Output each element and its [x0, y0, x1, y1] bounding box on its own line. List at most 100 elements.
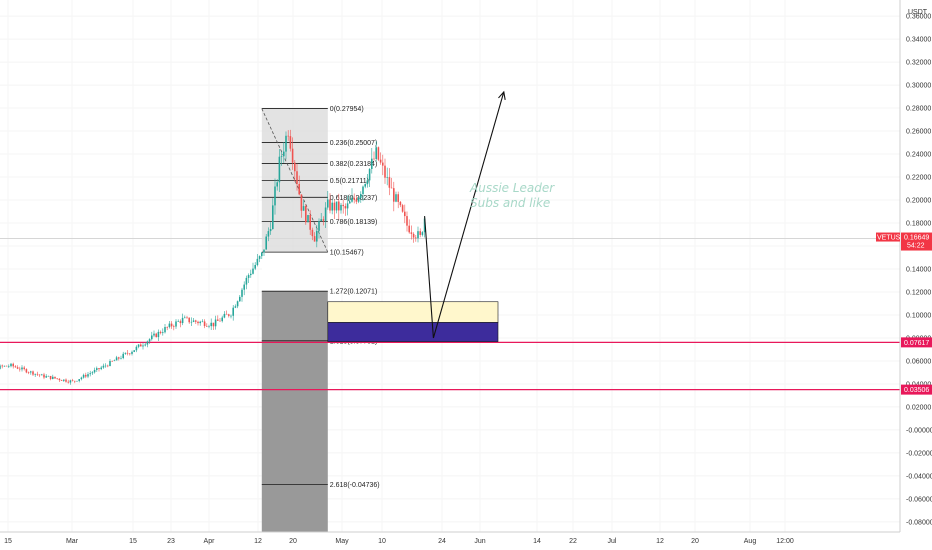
candle-body — [124, 352, 127, 354]
candle-body — [331, 202, 333, 211]
candle-body — [340, 204, 342, 211]
candle-body — [241, 289, 243, 297]
x-tick-label: 22 — [569, 538, 577, 545]
zone-upper[interactable] — [327, 301, 499, 323]
candle-body — [151, 335, 153, 340]
projection-arrowhead[interactable] — [498, 90, 506, 100]
candle-body — [120, 358, 122, 359]
candle-body — [170, 323, 173, 327]
candle-body — [36, 373, 39, 375]
candle-body — [181, 317, 184, 324]
candle-body — [153, 333, 155, 336]
candle-body — [305, 206, 307, 223]
candle-body — [155, 333, 157, 338]
candle-body — [179, 321, 182, 324]
candle-body — [412, 233, 415, 238]
candle-body — [102, 365, 105, 368]
last-price-value: 0.16649 — [904, 235, 929, 242]
candle-body — [111, 361, 113, 362]
candle-body — [322, 219, 325, 221]
candle-body — [188, 317, 190, 323]
projection-arrow[interactable] — [424, 90, 506, 339]
candle-body — [52, 376, 54, 379]
candle-body — [261, 252, 263, 257]
candle-body — [201, 321, 204, 323]
candle-body — [162, 332, 164, 334]
zones[interactable] — [327, 301, 499, 342]
candle-body — [34, 373, 36, 375]
candle-body — [65, 379, 67, 382]
y-tick-label: 0.26000 — [906, 129, 931, 136]
y-tick-label: 0.30000 — [906, 83, 931, 90]
currency-label[interactable]: USDT — [908, 9, 928, 16]
candle-body — [203, 321, 206, 327]
candle-body — [85, 374, 87, 377]
candle-body — [12, 363, 14, 367]
candle-body — [217, 319, 219, 321]
symbol-tag-label: VETUSDT — [877, 235, 910, 242]
candle-body — [43, 374, 45, 378]
candle-body — [410, 232, 413, 234]
candle-body — [318, 220, 320, 231]
y-tick-label: 0.12000 — [906, 289, 931, 296]
x-tick-label: 12 — [656, 538, 664, 545]
x-tick-label: Apr — [204, 538, 216, 545]
candle-body — [232, 307, 234, 316]
candle-body — [71, 380, 74, 382]
candle-body — [177, 321, 179, 322]
y-tick-label: 0.14000 — [906, 266, 931, 273]
candle-body — [368, 168, 371, 181]
candle-body — [78, 379, 80, 381]
y-tick-label: 0.34000 — [906, 37, 931, 44]
candle-body — [54, 376, 56, 379]
candle-body — [14, 366, 17, 368]
fib-level-label: 0.382(0.23184) — [330, 161, 377, 168]
x-tick-label: 15 — [4, 538, 12, 545]
candle-body — [210, 322, 212, 327]
candle-body — [113, 360, 116, 362]
zone-lower[interactable] — [327, 322, 499, 342]
time-axis[interactable]: 15 Mar 15 23 Apr 12 20 May 10 24 Jun 14 22 Jul 12 20 Aug… — [0, 531, 900, 545]
candle-body — [344, 206, 347, 209]
price-tag-label: 0.03506 — [904, 387, 929, 394]
candle-body — [382, 162, 384, 166]
x-tick-label: 24 — [438, 538, 446, 545]
fib-level-label: 0.5(0.21711) — [330, 178, 369, 185]
fib-zone-gap — [261, 252, 328, 292]
y-tick-label: 0.06000 — [906, 358, 931, 365]
y-tick-label: -0.00000 — [906, 427, 932, 434]
symbol-tag — [876, 232, 900, 242]
candle-body — [342, 204, 344, 207]
projection-path[interactable] — [424, 91, 505, 339]
price-tag — [901, 384, 932, 395]
candle-body — [333, 202, 336, 211]
candle-body — [80, 377, 83, 380]
candle-body — [133, 350, 135, 352]
candle-body — [41, 374, 43, 376]
y-tick-label: 0.20000 — [906, 198, 931, 205]
candle-body — [351, 197, 353, 202]
horizontal-lines[interactable] — [0, 341, 900, 391]
candle-body — [357, 197, 360, 202]
candle-body — [63, 379, 65, 381]
candle-body — [67, 381, 69, 383]
candle-body — [1, 365, 3, 367]
candle-body — [399, 201, 402, 206]
candle-body — [252, 268, 254, 274]
candle-body — [219, 320, 221, 322]
candle-body — [206, 326, 208, 327]
candle-body — [324, 207, 327, 221]
candle-body — [313, 236, 316, 242]
candle-body — [137, 344, 140, 347]
candle-body — [225, 313, 228, 315]
candle-body — [302, 206, 305, 211]
candle-body — [298, 183, 300, 195]
candle-body — [27, 372, 30, 374]
x-tick-label: Mar — [66, 538, 79, 545]
candle-body — [309, 215, 311, 230]
candle-body — [186, 317, 188, 319]
candle-body — [3, 365, 6, 367]
